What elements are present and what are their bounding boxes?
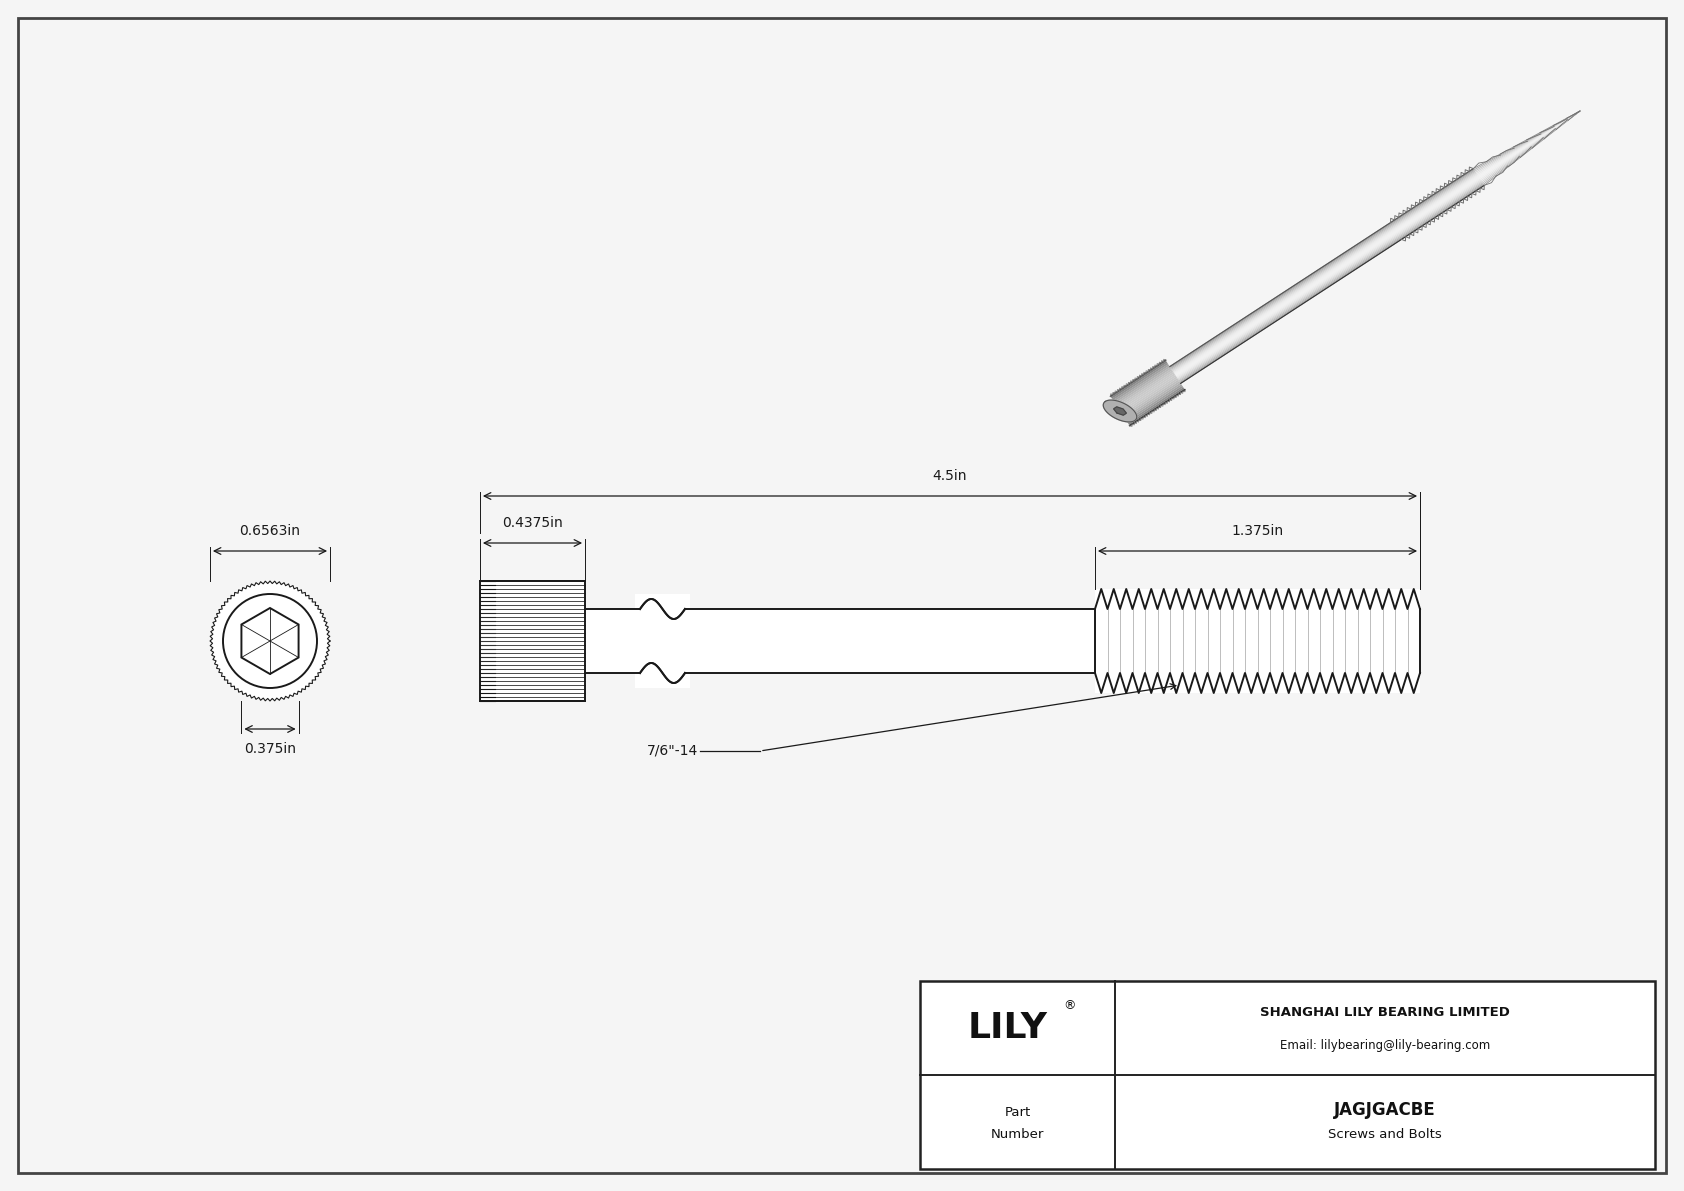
Polygon shape (1113, 407, 1127, 416)
Bar (1095, 590, 1420, 693)
Bar (480, 581, 584, 701)
Text: 7/6"-14: 7/6"-14 (647, 744, 697, 757)
Bar (919, 981, 1655, 1170)
Text: JAGJGACBE: JAGJGACBE (1334, 1100, 1436, 1120)
Text: 1.375in: 1.375in (1231, 524, 1283, 538)
Text: Part: Part (1004, 1105, 1031, 1118)
Text: 0.6563in: 0.6563in (239, 524, 300, 538)
Polygon shape (210, 581, 330, 701)
FancyBboxPatch shape (635, 594, 690, 688)
Bar (584, 609, 640, 673)
Text: Screws and Bolts: Screws and Bolts (1329, 1129, 1442, 1141)
Text: Number: Number (990, 1129, 1044, 1141)
Circle shape (222, 594, 317, 688)
Polygon shape (1103, 400, 1137, 422)
Text: ®: ® (1063, 999, 1076, 1012)
Text: 0.4375in: 0.4375in (502, 516, 562, 530)
Text: SHANGHAI LILY BEARING LIMITED: SHANGHAI LILY BEARING LIMITED (1260, 1005, 1511, 1018)
Text: Email: lilybearing@lily-bearing.com: Email: lilybearing@lily-bearing.com (1280, 1040, 1490, 1053)
Bar (685, 609, 1095, 673)
Text: 4.5in: 4.5in (933, 469, 967, 484)
Text: 0.375in: 0.375in (244, 742, 296, 756)
Bar (480, 581, 584, 701)
Text: LILY: LILY (968, 1011, 1047, 1045)
